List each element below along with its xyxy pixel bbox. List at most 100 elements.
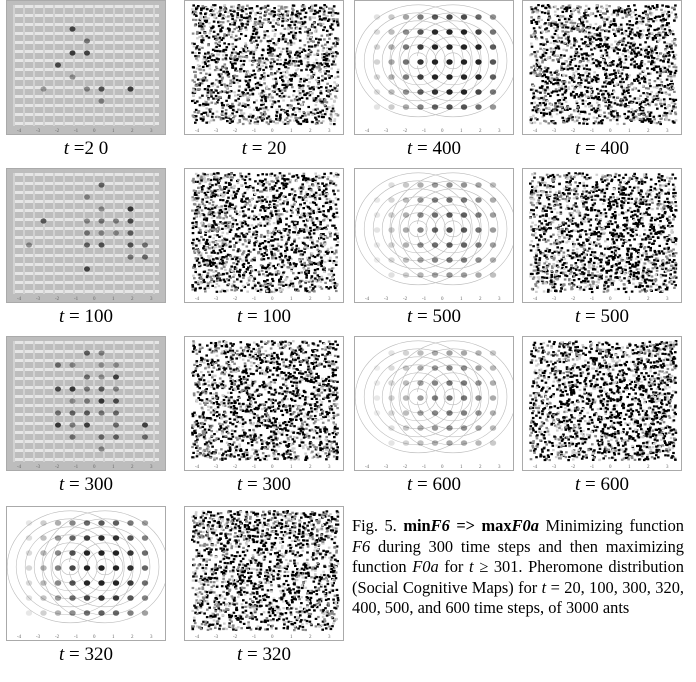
panel-caption: t = 320: [184, 644, 344, 666]
plot-graphic: -4 -3 -2 -1 0 1 2 3: [185, 1, 343, 134]
caption-sep: =: [580, 138, 601, 159]
plot-image: -4 -3 -2 -1 0 1 2 3: [6, 168, 166, 303]
panel-caption: t = 300: [6, 474, 166, 496]
caption-f0a: F0a: [412, 557, 439, 577]
time-var: t: [237, 644, 243, 665]
caption-text-1: Minimizing function: [545, 516, 684, 535]
plot-graphic: -4 -3 -2 -1 0 1 2 3: [523, 169, 681, 302]
plot-image: -4 -3 -2 -1 0 1 2 3: [6, 336, 166, 471]
caption-value: 500: [432, 306, 462, 327]
caption-sep: =: [412, 138, 433, 159]
time-var: t: [63, 138, 70, 159]
caption-text-3: for: [438, 557, 470, 577]
svg-text:2: 2: [131, 297, 134, 302]
title-f0a: F0a: [511, 516, 539, 535]
caption-value: 600: [432, 474, 462, 495]
caption-sep: =: [580, 306, 601, 327]
caption-value: 100: [84, 306, 114, 327]
plot-image: -4 -3 -2 -1 0 1 2 3: [522, 0, 682, 135]
plot-image: -4 -3 -2 -1 0 1 2 3: [184, 336, 344, 471]
plot-image: -4 -3 -2 -1 0 1 2 3: [184, 0, 344, 135]
svg-text:-1: -1: [590, 129, 595, 134]
caption-text-5: = 20, 100, 300, 320, 400, 500, and 600 t…: [352, 577, 684, 618]
panel-caption: t = 320: [6, 644, 166, 666]
svg-text:2: 2: [131, 129, 134, 134]
svg-text:2: 2: [647, 129, 650, 134]
caption-value: 500: [600, 306, 630, 327]
panel-caption: t = 400: [354, 138, 514, 160]
svg-text:-2: -2: [571, 129, 576, 134]
svg-text:2: 2: [479, 129, 482, 134]
svg-text:-3: -3: [384, 129, 389, 134]
time-var: t: [237, 474, 243, 495]
plot-image: -4 -3 -2 -1 0 1 2 3: [6, 506, 166, 641]
plot-image: -4 -3 -2 -1 0 1 2 3: [354, 168, 514, 303]
svg-text:-2: -2: [55, 129, 60, 134]
caption-sep: =: [64, 306, 85, 327]
time-var: t: [59, 474, 65, 495]
caption-value: 400: [600, 138, 630, 159]
plot-graphic: -4 -3 -2 -1 0 1 2 3: [185, 337, 343, 470]
caption-sep: =: [64, 644, 85, 665]
caption-text-4: ≥ 301. Pheromone distribution (Social Co…: [352, 557, 684, 597]
caption-sep: =: [242, 474, 263, 495]
panel-caption: t = 20: [184, 138, 344, 160]
plot-image: -4 -3 -2 -1 0 1 2 3: [522, 336, 682, 471]
panel-caption: t = 500: [354, 306, 514, 328]
caption-text-2: during 300 time steps and then maximizin…: [352, 536, 684, 577]
svg-text:-3: -3: [36, 297, 41, 302]
svg-text:3: 3: [150, 129, 153, 134]
title-arrow: =>: [456, 516, 475, 535]
plot-graphic: -4 -3 -2 -1 0 1 2 3: [185, 507, 343, 640]
time-var: t: [241, 138, 248, 159]
caption-value: 600: [600, 474, 630, 495]
svg-text:1: 1: [112, 129, 115, 134]
caption-sep: =: [580, 474, 601, 495]
plot-graphic: -4 -3 -2 -1 0 1 2 3: [523, 1, 681, 134]
panel-caption: t = 100: [6, 306, 166, 328]
svg-text:-4: -4: [195, 129, 200, 134]
plot-graphic: -4 -3 -2 -1 0 1 2 3: [7, 1, 165, 134]
panel-caption: t = 300: [184, 474, 344, 496]
caption-sep: =: [242, 306, 263, 327]
plot-graphic: -4 -3 -2 -1 0 1 2 3: [355, 1, 513, 134]
time-var: t: [407, 306, 413, 327]
svg-text:-2: -2: [403, 129, 408, 134]
svg-text:-1: -1: [74, 297, 79, 302]
caption-value: 320: [262, 644, 292, 665]
time-var: t: [407, 474, 413, 495]
svg-text:2: 2: [309, 129, 312, 134]
svg-text:-4: -4: [17, 129, 22, 134]
svg-text:-3: -3: [552, 129, 557, 134]
caption-value: 400: [432, 138, 462, 159]
caption-sep: =: [247, 138, 268, 159]
caption-sep: =: [412, 306, 433, 327]
time-var: t: [575, 138, 581, 159]
svg-text:1: 1: [290, 129, 293, 134]
plot-image: -4 -3 -2 -1 0 1 2 3: [184, 168, 344, 303]
time-var: t: [59, 644, 65, 665]
plot-graphic: -4 -3 -2 -1 0 1 2 3: [7, 337, 165, 470]
svg-text:0: 0: [271, 129, 274, 134]
plot-graphic: -4 -3 -2 -1 0 1 2 3: [523, 337, 681, 470]
svg-text:1: 1: [112, 297, 115, 302]
fig-label: Fig. 5.: [352, 516, 397, 535]
panel-caption: t = 600: [354, 474, 514, 496]
caption-sep: =: [242, 644, 263, 665]
plot-graphic: -4 -3 -2 -1 0 1 2 3: [185, 169, 343, 302]
caption-value: 300: [262, 474, 292, 495]
title-f6: F6: [430, 516, 450, 535]
time-var: t: [575, 474, 581, 495]
svg-text:1: 1: [460, 129, 463, 134]
plot-image: -4 -3 -2 -1 0 1 2 3: [184, 506, 344, 641]
svg-text:0: 0: [609, 129, 612, 134]
svg-text:0: 0: [93, 129, 96, 134]
caption-value: 20: [267, 138, 287, 159]
plot-graphic: -4 -3 -2 -1 0 1 2 3: [355, 169, 513, 302]
panel-caption: t = 100: [184, 306, 344, 328]
time-var: t: [407, 138, 413, 159]
time-var: t: [59, 306, 65, 327]
plot-graphic: -4 -3 -2 -1 0 1 2 3: [7, 507, 165, 640]
svg-text:-2: -2: [233, 129, 238, 134]
caption-t-1: t: [469, 557, 474, 577]
